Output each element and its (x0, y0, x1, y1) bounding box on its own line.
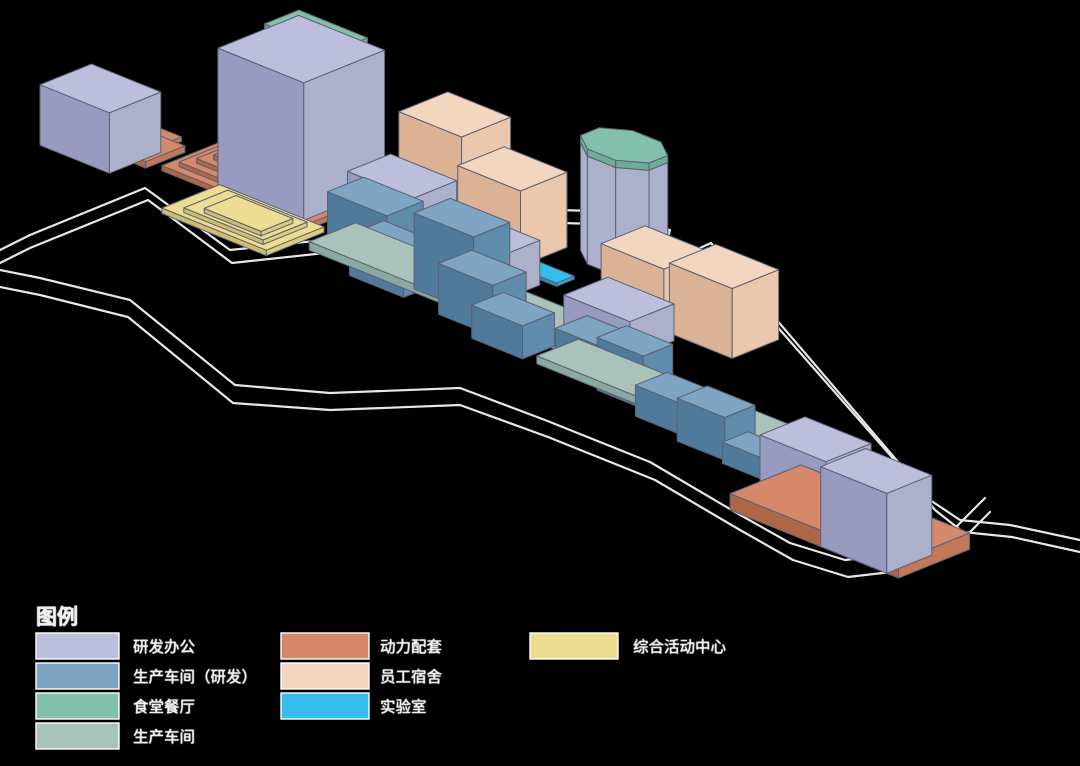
svg-text:综合活动中心: 综合活动中心 (633, 638, 726, 656)
svg-text:食堂餐厅: 食堂餐厅 (133, 698, 195, 716)
svg-text:图例: 图例 (36, 605, 78, 629)
svg-text:动力配套: 动力配套 (380, 638, 442, 656)
svg-text:生产车间（研发）: 生产车间（研发） (133, 668, 257, 686)
svg-text:生产车间: 生产车间 (133, 728, 195, 746)
svg-text:研发办公: 研发办公 (133, 638, 195, 656)
svg-text:员工宿舍: 员工宿舍 (380, 668, 442, 686)
svg-text:实验室: 实验室 (380, 698, 427, 716)
